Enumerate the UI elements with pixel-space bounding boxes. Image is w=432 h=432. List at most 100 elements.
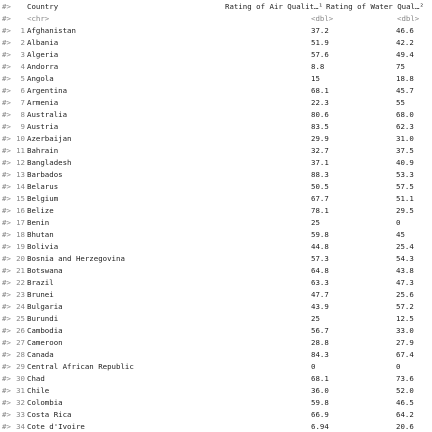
prompt: #> <box>2 410 11 419</box>
water-cell: 57.2 <box>396 302 414 311</box>
table-row: #> 10 Azerbaijan 29.9 31.0 <box>0 133 432 145</box>
row-number: 21 <box>16 266 25 275</box>
table-row: #> 6 Argentina 68.1 45.7 <box>0 85 432 97</box>
row-number: 27 <box>16 338 25 347</box>
row-number: 29 <box>16 362 25 371</box>
row-number: 9 <box>20 122 25 131</box>
prompt: #> <box>2 242 11 251</box>
air-cell: 57.3 <box>311 254 329 263</box>
table-row: #> 13 Barbados 88.3 53.3 <box>0 169 432 181</box>
prompt: #> <box>2 326 11 335</box>
prompt: #> <box>2 62 11 71</box>
water-cell: 18.8 <box>396 74 414 83</box>
table-row: #> 3 Algeria 57.6 49.4 <box>0 49 432 61</box>
table-row: #> 29 Central African Republic 0 0 <box>0 361 432 373</box>
water-cell: 54.3 <box>396 254 414 263</box>
table-row: #> 22 Brazil 63.3 47.3 <box>0 277 432 289</box>
air-cell: 88.3 <box>311 170 329 179</box>
prompt: #> <box>2 266 11 275</box>
prompt: #> <box>2 254 11 263</box>
water-cell: 47.3 <box>396 278 414 287</box>
country-cell: Bahrain <box>27 146 59 155</box>
air-cell: 29.9 <box>311 134 329 143</box>
row-number: 31 <box>16 386 25 395</box>
row-number: 14 <box>16 182 25 191</box>
air-cell: 32.7 <box>311 146 329 155</box>
table-row: #> 2 Albania 51.9 42.2 <box>0 37 432 49</box>
row-number: 20 <box>16 254 25 263</box>
table-row: #> 4 Andorra 8.8 75 <box>0 61 432 73</box>
water-cell: 0 <box>396 218 401 227</box>
prompt: #> <box>2 350 11 359</box>
air-cell: 84.3 <box>311 350 329 359</box>
table-row: #> 20 Bosnia and Herzegovina 57.3 54.3 <box>0 253 432 265</box>
air-cell: 6.94 <box>311 422 329 431</box>
water-cell: 64.2 <box>396 410 414 419</box>
column-header: Rating of Air Qualit…¹ <box>225 2 323 11</box>
prompt: #> <box>2 134 11 143</box>
country-cell: Chad <box>27 374 45 383</box>
prompt: #> <box>2 74 11 83</box>
table-row: #> 25 Burundi 25 12.5 <box>0 313 432 325</box>
prompt: #> <box>2 158 11 167</box>
row-number: 1 <box>20 26 25 35</box>
row-number: 2 <box>20 38 25 47</box>
prompt: #> <box>2 206 11 215</box>
row-number: 19 <box>16 242 25 251</box>
column-header: Rating of Water Qual…² <box>326 2 424 11</box>
country-cell: Benin <box>27 218 50 227</box>
water-cell: 37.5 <box>396 146 414 155</box>
table-row: #> 18 Bhutan 59.8 45 <box>0 229 432 241</box>
prompt: #> <box>2 386 11 395</box>
row-number: 10 <box>16 134 25 143</box>
table-row: #> 1 Afghanistan 37.2 46.6 <box>0 25 432 37</box>
water-cell: 20.6 <box>396 422 414 431</box>
air-cell: 63.3 <box>311 278 329 287</box>
row-number: 18 <box>16 230 25 239</box>
country-cell: Botswana <box>27 266 63 275</box>
country-cell: Australia <box>27 110 68 119</box>
water-cell: 46.6 <box>396 26 414 35</box>
air-cell: 64.8 <box>311 266 329 275</box>
country-cell: Azerbaijan <box>27 134 72 143</box>
air-cell: 15 <box>311 74 320 83</box>
prompt: #> <box>2 302 11 311</box>
water-cell: 51.1 <box>396 194 414 203</box>
row-number: 7 <box>20 98 25 107</box>
prompt: #> <box>2 14 11 23</box>
prompt: #> <box>2 26 11 35</box>
air-cell: 68.1 <box>311 86 329 95</box>
prompt: #> <box>2 374 11 383</box>
country-cell: Burundi <box>27 314 59 323</box>
column-header: Country <box>27 2 59 11</box>
country-cell: Belize <box>27 206 54 215</box>
row-number: 15 <box>16 194 25 203</box>
country-cell: Belgium <box>27 194 59 203</box>
country-cell: Argentina <box>27 86 68 95</box>
air-cell: 51.9 <box>311 38 329 47</box>
row-number: 16 <box>16 206 25 215</box>
country-cell: Bhutan <box>27 230 54 239</box>
header-line: #> Country Rating of Air Qualit…¹ Rating of… <box>0 1 432 13</box>
table-row: #> 12 Bangladesh 37.1 40.9 <box>0 157 432 169</box>
water-cell: 53.3 <box>396 170 414 179</box>
prompt: #> <box>2 122 11 131</box>
water-cell: 68.0 <box>396 110 414 119</box>
country-cell: Bosnia and Herzegovina <box>27 254 125 263</box>
prompt: #> <box>2 398 11 407</box>
row-number: 22 <box>16 278 25 287</box>
column-type: <chr> <box>27 14 50 23</box>
water-cell: 33.0 <box>396 326 414 335</box>
country-cell: Costa Rica <box>27 410 72 419</box>
table-row: #> 17 Benin 25 0 <box>0 217 432 229</box>
prompt: #> <box>2 290 11 299</box>
water-cell: 31.0 <box>396 134 414 143</box>
row-number: 33 <box>16 410 25 419</box>
water-cell: 75 <box>396 62 405 71</box>
country-cell: Colombia <box>27 398 63 407</box>
row-number: 28 <box>16 350 25 359</box>
table-row: #> 9 Austria 83.5 62.3 <box>0 121 432 133</box>
water-cell: 0 <box>396 362 401 371</box>
table-row: #> 26 Cambodia 56.7 33.0 <box>0 325 432 337</box>
prompt: #> <box>2 182 11 191</box>
